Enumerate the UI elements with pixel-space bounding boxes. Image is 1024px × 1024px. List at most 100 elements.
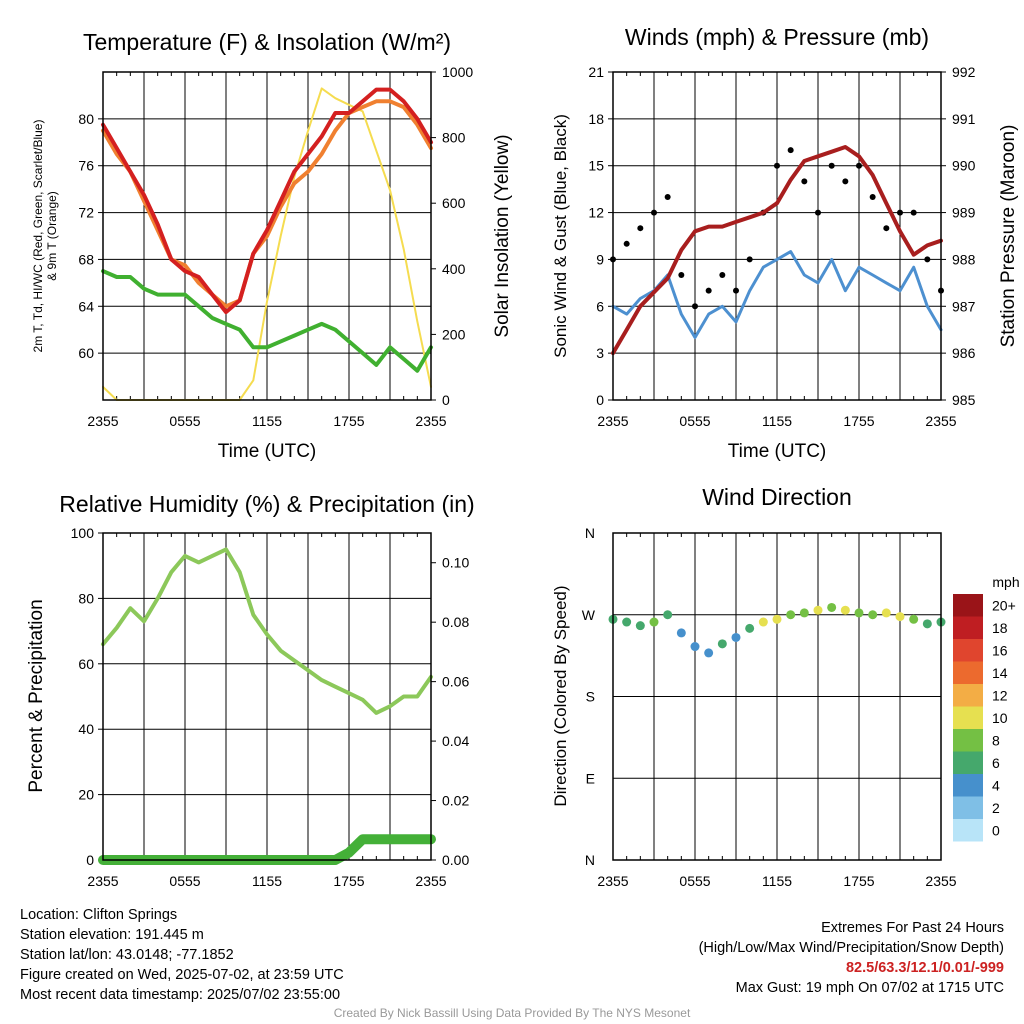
max-gust: Max Gust: 19 mph On 07/02 at 1715 UTC [735,980,1004,996]
y-tick-label: 68 [78,251,94,267]
y-right-tick-label: 988 [952,251,976,267]
y-tick-label: 18 [588,111,604,127]
gust-point [746,256,753,263]
credit-line: Created By Nick Bassill Using Data Provi… [333,1006,691,1020]
y-tick-label: E [586,770,595,786]
direction-point [676,628,686,638]
colorbar-swatch [953,684,983,707]
y-axis-label-right: Solar Insolation (Yellow) [492,134,513,337]
direction-point [649,617,659,627]
y-right-tick-label: 200 [442,326,466,342]
y-tick-label: 60 [78,656,94,672]
series-line-pressure [611,145,943,356]
direction-point [635,621,645,631]
colorbar-label: 10 [992,710,1008,726]
x-axis-label: Time (UTC) [728,441,827,462]
y-right-tick-label: 600 [442,195,466,211]
plot-border [612,532,942,861]
gust-point [856,162,862,169]
colorbar-swatch [953,774,983,797]
x-tick-label: 2355 [415,873,446,889]
y-right-tick-label: 992 [952,64,976,80]
y-tick-label: N [585,852,595,868]
y-axis-label-line2: & 9m T (Orange) [45,191,59,281]
gust-point [787,147,794,154]
y-axis-label-line1: 2m T, Td, HI/WC (Red, Green, Scarlet/Blu… [31,120,45,353]
gust-point [678,272,685,279]
x-tick-label: 1755 [333,413,364,429]
gust-point [869,193,876,200]
station-latlon: Station lat/lon: 43.0148; -77.1852 [20,947,234,963]
x-tick-label: 2355 [597,413,628,429]
direction-point [909,614,919,624]
y-tick-label: N [585,525,595,541]
colorbar-label: 6 [992,755,1000,771]
recent-timestamp: Most recent data timestamp: 2025/07/02 2… [20,987,341,1003]
gust-point [910,209,917,216]
colorbar-swatch [953,639,983,662]
y-tick-label: 80 [78,590,94,606]
y-right-tick-label: 986 [952,345,976,361]
y-right-tick-label: 0.06 [442,674,469,690]
y-axis-label: Percent & Precipitation [26,599,47,792]
y-tick-label: 40 [78,721,94,737]
y-tick-label: 60 [78,345,94,361]
y-right-tick-label: 985 [952,392,976,408]
x-tick-label: 0555 [679,873,710,889]
gust-point [924,256,931,263]
humidity-precip-panel: 2355 0555 1155 1755 2355 Relative Humidity (%… [26,491,475,889]
colorbar-label: 18 [992,620,1008,636]
y-right-tick-label: 991 [952,111,976,127]
y-tick-label: 0 [596,392,604,408]
gust-point [815,209,821,216]
direction-point [827,602,837,612]
y-axis-label: Sonic Wind & Gust (Blue, Black) [551,114,570,358]
gust-point [692,303,698,310]
direction-point [745,623,755,633]
gust-point [705,287,712,294]
direction-point [717,639,727,649]
x-tick-label: 1155 [762,873,792,889]
x-axis-label: Time (UTC) [218,441,317,462]
colorbar-label: 14 [992,665,1008,681]
extremes-title: Extremes For Past 24 Hours [821,920,1004,936]
chart-title: Relative Humidity (%) & Precipitation (i… [59,491,474,517]
gust-point [842,178,849,185]
y-right-tick-label: 990 [952,158,976,174]
colorbar-label: 16 [992,642,1008,658]
direction-point [772,614,782,624]
direction-point [813,605,823,615]
colorbar-label: 20+ [992,597,1016,613]
x-tick-label: 0555 [169,413,200,429]
gust-point [897,209,903,216]
station-info: Location: Clifton Springs Station elevat… [20,905,344,1005]
gust-point [637,225,644,232]
x-tick-label: 2355 [925,413,956,429]
colorbar-label: 2 [992,800,1000,816]
temperature-panel: 2355 0555 1155 1755 2355 Temperature (F) & In… [31,29,513,462]
y-right-tick-label: 0.02 [442,793,469,809]
y-tick-label: 3 [596,345,604,361]
direction-point [731,632,741,642]
direction-point [663,610,673,620]
figure-created: Figure created on Wed, 2025-07-02, at 23… [20,967,344,983]
y-right-tick-label: 400 [442,261,466,277]
x-tick-label: 2355 [87,413,118,429]
y-axis-label: Direction (Colored By Speed) [551,585,570,806]
y-right-tick-label: 0.10 [442,555,469,571]
series-line-rh [101,547,433,715]
y-tick-label: W [582,607,596,623]
y-tick-label: 80 [78,111,94,127]
y-right-tick-label: 0.08 [442,614,469,630]
y-right-tick-label: 0.04 [442,733,469,749]
y-right-tick-label: 0 [442,392,450,408]
y-tick-label: 100 [71,525,95,541]
y-tick-label: 20 [78,787,94,803]
colorbar-swatch [953,796,983,819]
direction-point [704,648,714,658]
direction-point [895,612,905,622]
y-tick-label: S [586,689,595,705]
x-tick-label: 2355 [597,873,628,889]
direction-point [622,617,632,627]
chart-title: Wind Direction [702,484,852,510]
